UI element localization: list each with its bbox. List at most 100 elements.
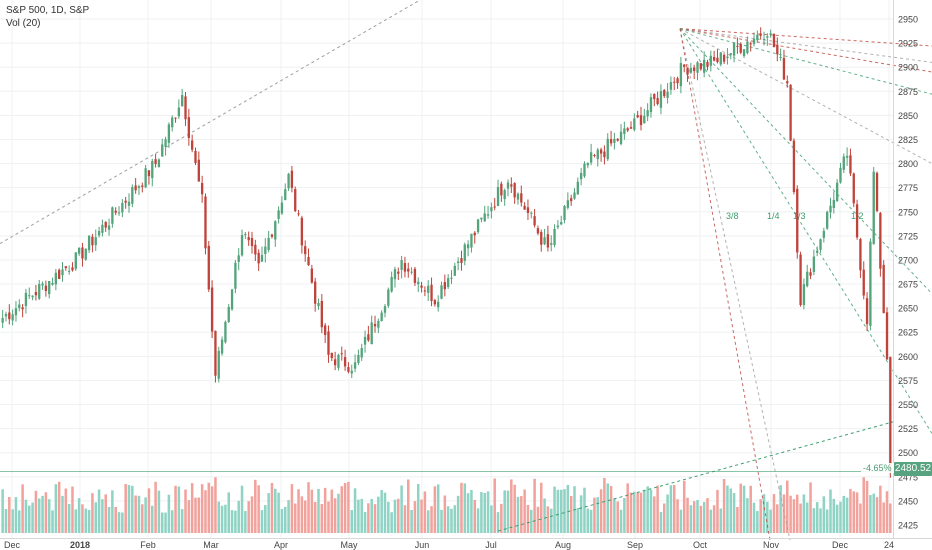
volume-bar	[530, 509, 533, 533]
candle-body	[702, 59, 706, 73]
volume-bar	[177, 486, 181, 533]
candle-body	[230, 289, 234, 310]
volume-bar	[749, 485, 752, 533]
volume-bar	[789, 495, 792, 533]
volume-bar	[423, 491, 427, 533]
candle-body	[417, 281, 420, 285]
candle-body	[294, 189, 297, 211]
x-tick-label: Feb	[140, 540, 156, 550]
y-tick-label: 2925	[898, 39, 918, 49]
candle-body	[879, 213, 882, 269]
volume-bar	[669, 485, 673, 533]
candle-body	[822, 230, 826, 238]
volume-bar	[264, 505, 267, 533]
candle-body	[689, 68, 693, 73]
candle-body	[131, 186, 134, 204]
volume-bar	[167, 494, 171, 533]
candle-body	[397, 271, 400, 274]
volume-bar	[583, 487, 586, 533]
volume-bar	[297, 489, 300, 533]
volume-bar	[413, 501, 417, 533]
candle-body	[550, 243, 553, 245]
volume-bar	[666, 494, 669, 533]
volume-bar	[496, 512, 500, 533]
volume-bar	[407, 479, 410, 533]
candle-body	[104, 222, 107, 228]
volume-bar	[606, 483, 610, 533]
candle-body	[683, 64, 686, 67]
candle-body	[387, 289, 390, 306]
volume-bar	[686, 497, 689, 533]
candle-body	[583, 163, 586, 177]
volume-bar	[117, 512, 121, 533]
volume-bar	[752, 502, 756, 533]
candle-body	[191, 140, 194, 150]
volume-bar	[237, 500, 240, 533]
candle-body	[573, 192, 576, 199]
volume-bar	[510, 479, 513, 533]
candlesticks	[1, 27, 892, 478]
candle-body	[340, 353, 343, 355]
candle-body	[832, 199, 835, 208]
candle-body	[410, 271, 413, 273]
volume-bar	[672, 484, 676, 533]
volume-bar	[204, 490, 207, 533]
candle-body	[1, 317, 4, 323]
volume-bar	[87, 509, 91, 533]
volume-bar	[825, 509, 829, 533]
candle-body	[759, 33, 762, 36]
volume-bar	[633, 491, 636, 533]
candle-body	[141, 185, 144, 187]
volume-bar	[682, 480, 686, 533]
volume-bar	[872, 493, 875, 533]
volume-bar	[144, 497, 147, 533]
candle-body	[709, 55, 712, 66]
volume-bar	[493, 478, 496, 533]
volume-bar	[114, 506, 117, 533]
candle-body	[413, 268, 417, 283]
volume-bar	[623, 498, 626, 533]
volume-bar	[702, 501, 706, 533]
volume-bar	[293, 503, 297, 533]
volume-bar	[706, 498, 709, 533]
volume-bar	[320, 504, 324, 533]
volume-bar	[164, 512, 167, 533]
candle-body	[693, 67, 696, 72]
candle-body	[623, 128, 626, 134]
y-tick-label: 2450	[898, 496, 918, 506]
candle-body	[367, 334, 370, 341]
candle-body	[11, 314, 14, 321]
volume-bar	[869, 495, 872, 533]
volume-bar	[736, 506, 739, 533]
x-tick-label: Mar	[203, 540, 219, 550]
candle-body	[38, 283, 41, 299]
candle-body	[31, 295, 34, 298]
candle-body	[546, 234, 550, 248]
candle-body	[58, 269, 61, 280]
fan-line	[679, 28, 771, 541]
volume-bar	[121, 512, 124, 533]
candle-body	[237, 255, 240, 262]
candle-body	[769, 33, 772, 35]
fan-line	[679, 28, 932, 165]
y-tick-label: 2575	[898, 376, 918, 386]
volume-bar	[845, 497, 849, 533]
volume-bar	[699, 505, 703, 533]
chart-legend: S&P 500, 1D, S&P Vol (20)	[6, 4, 89, 30]
candle-body	[446, 278, 450, 287]
candle-body	[666, 91, 669, 98]
volume-bar	[416, 484, 420, 533]
volume-bar	[799, 503, 802, 533]
volume-bar	[97, 489, 101, 533]
candle-body	[596, 149, 599, 160]
candle-body	[629, 127, 633, 129]
volume-bar	[170, 510, 174, 533]
candle-body	[51, 282, 54, 285]
volume-bar	[403, 505, 407, 533]
candle-body	[343, 357, 347, 367]
candle-body	[310, 268, 314, 283]
volume-bar	[450, 508, 453, 533]
candle-body	[556, 225, 560, 228]
candle-body	[699, 63, 702, 70]
